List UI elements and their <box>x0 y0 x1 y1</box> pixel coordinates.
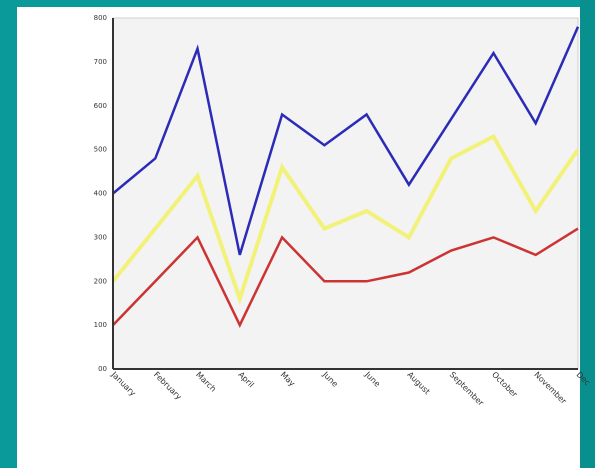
y-tick-label: 500 <box>94 146 107 154</box>
x-tick-label: April <box>236 370 255 389</box>
x-tick-label: Dec <box>575 370 592 387</box>
x-tick-label: November <box>532 370 568 406</box>
series-line-1 <box>112 26 580 256</box>
x-tick-label: March <box>194 370 218 394</box>
y-tick-label: 400 <box>94 190 107 198</box>
plot-area <box>112 17 579 370</box>
y-tick-label: 200 <box>94 277 107 285</box>
y-tick-label: 100 <box>94 321 107 329</box>
y-tick-label: 600 <box>94 102 107 110</box>
x-tick-label: January <box>109 369 138 398</box>
series-line-2 <box>111 133 580 306</box>
x-tick-label: May <box>279 370 297 388</box>
x-tick-label: August <box>405 370 431 396</box>
series-line-3 <box>112 227 579 328</box>
y-tick-label: 300 <box>94 233 107 241</box>
x-tick-label: October <box>490 370 520 400</box>
x-tick-label: June <box>363 369 382 388</box>
x-tick-label: June <box>320 369 339 388</box>
window-edge <box>580 0 595 468</box>
y-tick-label: 700 <box>94 58 107 66</box>
x-tick-label: February <box>152 370 184 402</box>
x-tick-label: September <box>448 370 486 408</box>
y-tick-label: 800 <box>94 14 107 22</box>
y-tick-label: 00 <box>98 365 107 373</box>
